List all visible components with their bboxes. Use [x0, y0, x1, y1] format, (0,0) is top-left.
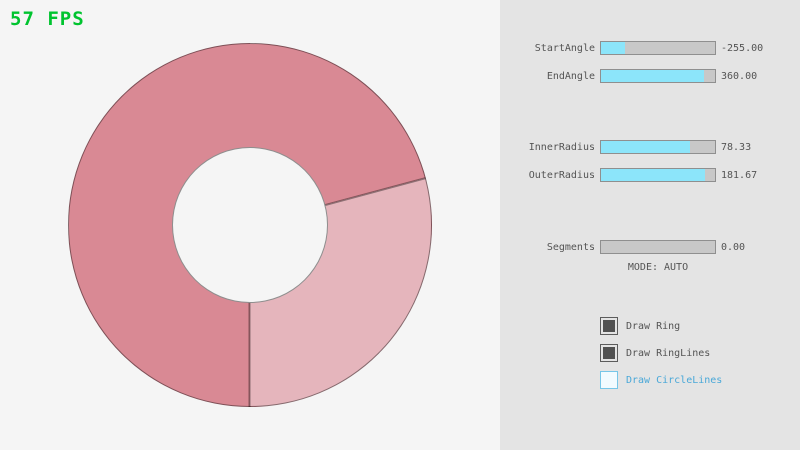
- innerradius-label: InnerRadius: [528, 142, 595, 153]
- startangle-slider-fill: [601, 42, 625, 54]
- slider-row-segments: Segments 0.00: [500, 240, 800, 254]
- draw-ring-label: Draw Ring: [626, 321, 681, 332]
- startangle-label: StartAngle: [534, 43, 595, 54]
- segments-label: Segments: [546, 242, 595, 253]
- segments-slider[interactable]: [600, 240, 716, 254]
- slider-row-startangle: StartAngle -255.00: [500, 41, 800, 55]
- endangle-label: EndAngle: [546, 71, 595, 82]
- startangle-value: -255.00: [721, 43, 764, 54]
- endangle-slider-fill: [601, 70, 704, 82]
- mode-label: MODE: AUTO: [627, 262, 689, 273]
- innerradius-value: 78.33: [721, 142, 752, 153]
- draw-circlelines-checkbox[interactable]: [600, 371, 618, 389]
- endangle-value: 360.00: [721, 71, 758, 82]
- ring-inner-hole: [172, 147, 328, 303]
- outerradius-value: 181.67: [721, 170, 758, 181]
- segments-value: 0.00: [721, 242, 746, 253]
- checkbox-row-draw-ring: Draw Ring: [600, 317, 800, 335]
- canvas-area: 57 FPS: [10, 8, 432, 407]
- slider-row-outerradius: OuterRadius 181.67: [500, 168, 800, 182]
- checkbox-row-draw-circlelines: Draw CircleLines: [600, 371, 800, 389]
- startangle-slider[interactable]: [600, 41, 716, 55]
- innerradius-slider[interactable]: [600, 140, 716, 154]
- outerradius-slider-fill: [601, 169, 705, 181]
- outerradius-label: OuterRadius: [528, 170, 595, 181]
- draw-ringlines-checkbox[interactable]: [600, 344, 618, 362]
- draw-ringlines-label: Draw RingLines: [626, 348, 711, 359]
- slider-row-innerradius: InnerRadius 78.33: [500, 140, 800, 154]
- slider-row-endangle: EndAngle 360.00: [500, 69, 800, 83]
- draw-circlelines-label: Draw CircleLines: [626, 375, 723, 386]
- endangle-slider[interactable]: [600, 69, 716, 83]
- draw-ring-checkbox[interactable]: [600, 317, 618, 335]
- checkbox-row-draw-ringlines: Draw RingLines: [600, 344, 800, 362]
- ring-chart: [68, 43, 432, 407]
- innerradius-slider-fill: [601, 141, 690, 153]
- controls-panel: StartAngle -255.00 EndAngle 360.00 Inner…: [500, 0, 800, 450]
- outerradius-slider[interactable]: [600, 168, 716, 182]
- fps-counter: 57 FPS: [10, 8, 85, 30]
